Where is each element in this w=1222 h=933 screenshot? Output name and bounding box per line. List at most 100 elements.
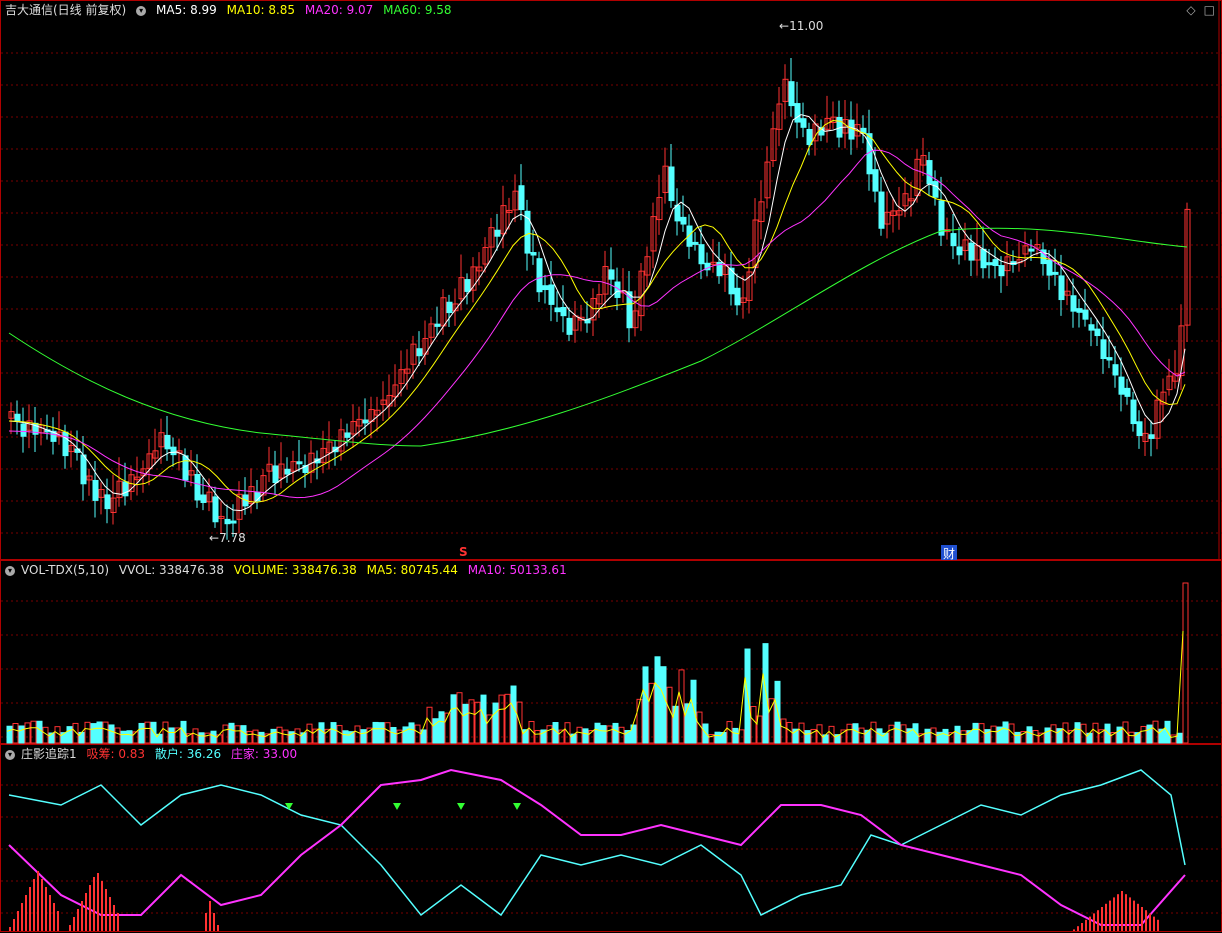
volume-bar: [642, 666, 649, 744]
volume-bar: [264, 733, 271, 744]
volume-bar: [1080, 723, 1087, 744]
candle-body: [344, 432, 351, 438]
volume-bar: [1050, 724, 1057, 744]
candle-body: [1040, 249, 1047, 265]
candle-body: [758, 201, 765, 223]
xichou-bar: [117, 913, 119, 931]
marker-s[interactable]: S: [459, 545, 468, 559]
sanhu-line: [8, 769, 1186, 917]
diamond-icon[interactable]: ◇: [1186, 3, 1196, 17]
volume-bar: [378, 722, 385, 744]
xichou-bar: [109, 897, 111, 931]
volume-bars[interactable]: [1, 561, 1222, 745]
volume-bar: [600, 725, 607, 744]
volume-chart-pane[interactable]: ▾ VOL-TDX(5,10) VVOL: 338476.38 VOLUME: 3…: [0, 560, 1222, 744]
volume-bar: [66, 726, 73, 744]
volume-bar: [828, 725, 835, 744]
candle-body: [884, 211, 891, 225]
volume-bar: [1122, 721, 1129, 744]
candle-body: [134, 476, 141, 481]
volume-bar: [894, 721, 901, 744]
ma60-line: [8, 227, 1188, 447]
volume-bar: [612, 722, 619, 744]
volume-bar: [1044, 727, 1051, 744]
volume-bar: [816, 724, 823, 744]
high-price-label: ←11.00: [779, 19, 824, 33]
square-icon[interactable]: □: [1203, 3, 1215, 17]
xichou-bar: [37, 871, 39, 931]
volume-bar: [786, 722, 793, 744]
volume-bar: [1020, 731, 1027, 744]
volume-bar: [480, 694, 487, 744]
volume-bar: [810, 728, 817, 744]
volume-bar: [666, 686, 673, 744]
candle-body: [200, 494, 207, 503]
volume-bar: [408, 722, 415, 744]
ma5-line: [8, 114, 1186, 512]
settings-dot-icon[interactable]: ▾: [136, 5, 147, 16]
xichou-bar: [1129, 897, 1131, 931]
volume-bar: [312, 728, 319, 744]
indicator-name: 庄影追踪1: [21, 747, 77, 761]
candle-body: [926, 160, 933, 185]
candle-body: [1142, 432, 1149, 443]
volume-ma5-line: [6, 630, 1184, 739]
volume-bar: [234, 725, 241, 744]
xichou-bar: [53, 903, 55, 931]
volume-bar: [306, 723, 313, 744]
candlestick-chart[interactable]: [1, 1, 1222, 561]
volume-bar: [60, 732, 67, 744]
candle-body: [302, 465, 309, 473]
candle-body: [1184, 208, 1191, 326]
candle-body: [782, 78, 789, 102]
settings-dot-icon[interactable]: ▾: [5, 749, 15, 760]
volume-bar: [948, 732, 955, 744]
candle-body: [668, 166, 675, 202]
settings-dot-icon[interactable]: ▾: [5, 565, 15, 576]
volume-bar: [174, 727, 181, 744]
volume-bar: [1092, 722, 1099, 744]
candle-body: [230, 520, 237, 524]
candle-body: [248, 486, 255, 504]
xichou-bar: [1097, 910, 1099, 931]
xichou-bar: [1101, 907, 1103, 931]
candle-body: [1022, 245, 1029, 255]
volume-bar: [492, 702, 499, 744]
candle-body: [1094, 328, 1101, 337]
candle-body: [14, 413, 21, 422]
volume-bar: [978, 723, 985, 744]
volume-bar: [606, 725, 613, 744]
indicator-lines[interactable]: [1, 745, 1222, 933]
volume-bar: [504, 693, 511, 744]
candle-body: [794, 103, 801, 123]
candle-body: [956, 246, 963, 256]
candle-body: [326, 441, 333, 454]
volume-bar: [924, 728, 931, 744]
ma20-label: MA20: 9.07: [304, 3, 374, 17]
volume-bar: [918, 733, 925, 744]
volume-bar: [1014, 731, 1021, 744]
volume-bar: [840, 729, 847, 744]
volume-bar: [906, 728, 913, 744]
xichou-bar: [81, 901, 83, 931]
volume-bar: [1026, 726, 1033, 744]
volume-bar: [336, 725, 343, 744]
candle-body: [830, 116, 837, 124]
price-chart-pane[interactable]: 吉大通信(日线 前复权) ▾ MA5: 8.99 MA10: 8.85 MA20:…: [0, 0, 1222, 562]
volume-bar: [618, 726, 625, 744]
indicator-chart-pane[interactable]: ▾ 庄影追踪1 吸筹: 0.83 散户: 36.26 庄家: 33.00: [0, 744, 1222, 932]
volume-bar: [342, 730, 349, 744]
volume-bar: [630, 724, 637, 744]
volume-bar: [690, 679, 697, 744]
volume-bar: [936, 731, 943, 744]
volume-bar: [732, 727, 739, 744]
marker-cai[interactable]: 财: [941, 545, 958, 562]
candle-body: [656, 197, 663, 221]
candle-body: [1148, 434, 1155, 439]
volume-bar: [966, 730, 973, 744]
xichou-bar: [1157, 919, 1159, 931]
candle-body: [608, 269, 615, 280]
candle-body: [92, 479, 99, 501]
volume-bar: [12, 723, 19, 744]
candle-body: [356, 418, 363, 427]
